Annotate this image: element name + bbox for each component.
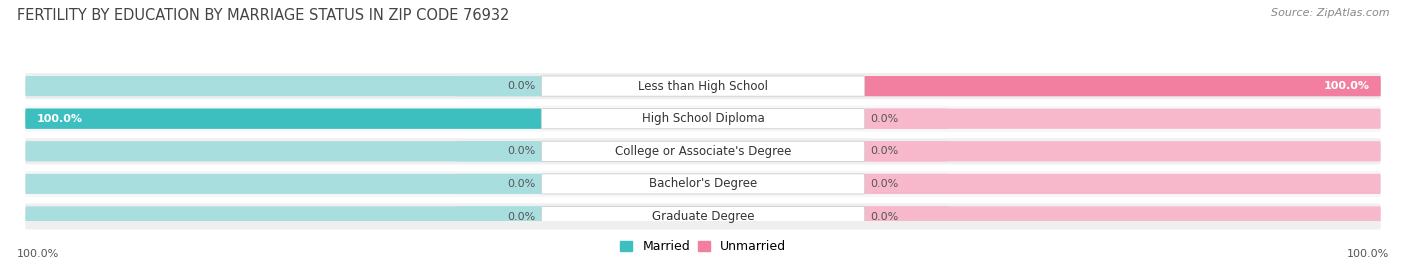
FancyBboxPatch shape [457,141,541,161]
Text: 0.0%: 0.0% [508,81,536,91]
Text: 100.0%: 100.0% [17,249,59,259]
Text: 100.0%: 100.0% [1323,81,1369,91]
FancyBboxPatch shape [865,174,949,194]
Text: Less than High School: Less than High School [638,80,768,93]
FancyBboxPatch shape [25,171,1381,197]
FancyBboxPatch shape [865,141,949,161]
FancyBboxPatch shape [25,206,541,227]
FancyBboxPatch shape [25,138,1381,164]
Text: 0.0%: 0.0% [870,114,898,124]
FancyBboxPatch shape [25,109,541,129]
FancyBboxPatch shape [541,109,865,129]
Text: Bachelor's Degree: Bachelor's Degree [650,177,756,190]
FancyBboxPatch shape [25,141,541,161]
FancyBboxPatch shape [541,141,865,161]
FancyBboxPatch shape [541,174,865,194]
FancyBboxPatch shape [865,174,1381,194]
Text: 0.0%: 0.0% [870,211,898,221]
FancyBboxPatch shape [25,76,541,96]
FancyBboxPatch shape [865,109,1381,129]
FancyBboxPatch shape [541,206,865,227]
Text: 0.0%: 0.0% [508,179,536,189]
FancyBboxPatch shape [25,174,541,194]
FancyBboxPatch shape [25,204,1381,230]
FancyBboxPatch shape [457,174,541,194]
Text: 0.0%: 0.0% [508,211,536,221]
Text: 100.0%: 100.0% [37,114,83,124]
Legend: Married, Unmarried: Married, Unmarried [620,240,786,253]
FancyBboxPatch shape [25,109,541,129]
FancyBboxPatch shape [457,206,541,227]
FancyBboxPatch shape [25,73,1381,99]
FancyBboxPatch shape [865,76,1381,96]
FancyBboxPatch shape [457,76,541,96]
Text: Source: ZipAtlas.com: Source: ZipAtlas.com [1271,8,1389,18]
Text: High School Diploma: High School Diploma [641,112,765,125]
FancyBboxPatch shape [865,206,949,227]
Text: Graduate Degree: Graduate Degree [652,210,754,223]
FancyBboxPatch shape [541,76,865,96]
Text: 100.0%: 100.0% [1347,249,1389,259]
Text: FERTILITY BY EDUCATION BY MARRIAGE STATUS IN ZIP CODE 76932: FERTILITY BY EDUCATION BY MARRIAGE STATU… [17,8,509,23]
Text: 0.0%: 0.0% [870,179,898,189]
Text: 0.0%: 0.0% [870,146,898,156]
FancyBboxPatch shape [25,106,1381,132]
FancyBboxPatch shape [865,76,1381,96]
FancyBboxPatch shape [865,109,949,129]
FancyBboxPatch shape [865,141,1381,161]
Text: 0.0%: 0.0% [508,146,536,156]
Text: College or Associate's Degree: College or Associate's Degree [614,145,792,158]
FancyBboxPatch shape [865,206,1381,227]
